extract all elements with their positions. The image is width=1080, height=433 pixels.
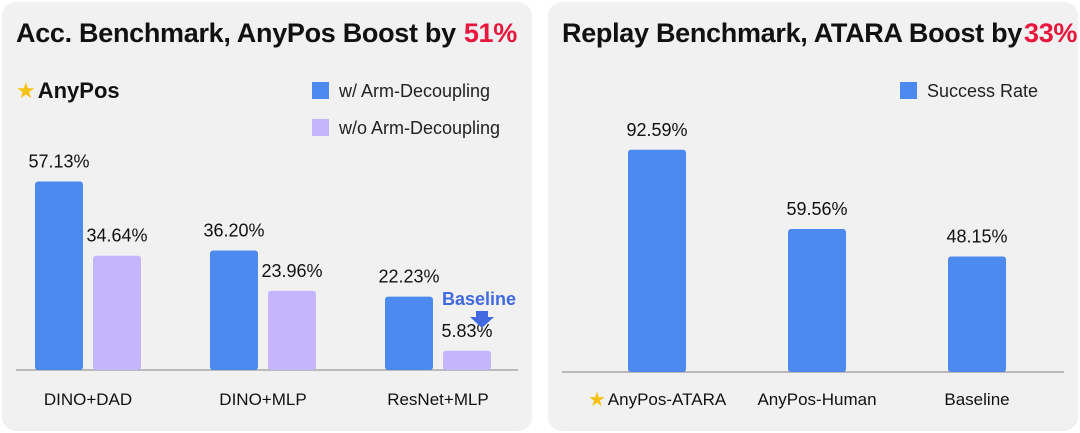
left-bar-chart: 57.13% 34.64% DINO+DAD 36.20% 23.96% DINO+MLP… — [16, 151, 518, 409]
data-label: 22.23% — [378, 267, 439, 287]
baseline-annotation: Baseline — [442, 289, 516, 310]
x-tick-label: AnyPos-ATARA — [608, 390, 727, 409]
left-boost-value: 51% — [463, 18, 517, 48]
accuracy-benchmark-panel: Acc. Benchmark, AnyPos Boost by 51% ★AnyP… — [2, 2, 532, 431]
bar-resnet-mlp-series-2 — [443, 350, 491, 370]
star-icon: ★ — [588, 389, 606, 411]
right-bar-chart: 92.59% ★ AnyPos-ATARA 59.56% AnyPos-Human 48.… — [562, 120, 1064, 411]
legend-item-success-rate: Success Rate — [900, 81, 1038, 102]
right-boost-value: 33% — [1024, 18, 1078, 48]
legend-label-without-decoupling: w/o Arm-Decoupling — [339, 118, 501, 138]
anypos-brand: ★AnyPos — [16, 78, 120, 104]
x-tick-label: Baseline — [944, 390, 1009, 409]
bar-dino-dad-series-1 — [35, 181, 83, 370]
bar-dino-mlp-series-2 — [268, 290, 316, 370]
bar-dino-mlp-series-1 — [210, 250, 258, 370]
bar-dino-dad-series-2 — [93, 255, 141, 370]
anypos-brand-label: AnyPos — [37, 78, 120, 103]
data-label: 34.64% — [86, 226, 147, 246]
left-title-text: Acc. Benchmark, AnyPos Boost by — [16, 18, 456, 48]
down-arrow-icon — [470, 311, 494, 328]
data-label: 57.13% — [28, 151, 89, 171]
baseline-annotation-label: Baseline — [442, 289, 517, 309]
legend-item-with-decoupling: w/ Arm-Decoupling — [312, 81, 490, 102]
data-label: 36.20% — [203, 221, 264, 241]
x-tick-label: DINO+MLP — [219, 390, 306, 409]
legend-swatch-primary — [312, 82, 329, 99]
legend-label-with-decoupling: w/ Arm-Decoupling — [339, 81, 491, 101]
legend-label-success-rate: Success Rate — [927, 81, 1039, 101]
bar-resnet-mlp-series-1 — [385, 296, 433, 370]
bar-anypos-atara — [628, 149, 686, 372]
right-title-text: Replay Benchmark, ATARA Boost by — [562, 18, 1022, 48]
data-label: 23.96% — [261, 261, 322, 281]
star-icon: ★ — [16, 78, 36, 103]
left-chart-title: Acc. Benchmark, AnyPos Boost by 51% — [16, 18, 517, 49]
legend-swatch-success-rate — [900, 82, 917, 99]
data-label: 48.15% — [946, 226, 1007, 246]
data-label: 59.56% — [786, 199, 847, 219]
x-tick-label: AnyPos-Human — [757, 390, 876, 409]
bar-anypos-human — [788, 229, 846, 372]
bar-baseline — [948, 256, 1006, 372]
baseline-arrow-layer — [470, 311, 494, 328]
legend-item-without-decoupling: w/o Arm-Decoupling — [312, 118, 500, 139]
data-label: 92.59% — [626, 120, 687, 140]
replay-benchmark-panel: Replay Benchmark, ATARA Boost by33% Succ… — [548, 2, 1078, 431]
x-tick-label: ResNet+MLP — [387, 390, 489, 409]
right-chart-title: Replay Benchmark, ATARA Boost by33% — [562, 18, 1077, 49]
legend-swatch-secondary — [312, 119, 329, 136]
x-tick-label: DINO+DAD — [44, 390, 132, 409]
